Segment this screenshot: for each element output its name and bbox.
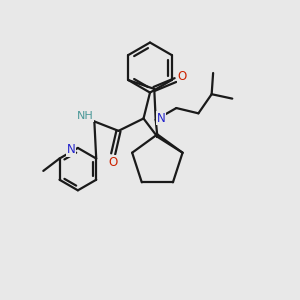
Text: O: O [108, 156, 117, 169]
Text: N: N [157, 112, 165, 125]
Text: NH: NH [76, 111, 93, 121]
Text: O: O [177, 70, 187, 83]
Text: N: N [67, 143, 76, 156]
